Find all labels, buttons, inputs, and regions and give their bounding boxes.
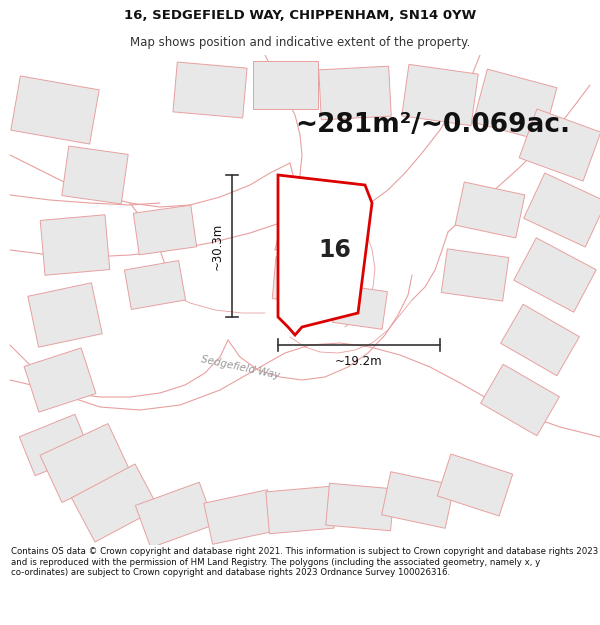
Text: Sedgefield Way: Sedgefield Way: [200, 354, 280, 380]
Polygon shape: [500, 304, 580, 376]
Polygon shape: [124, 261, 185, 309]
Polygon shape: [481, 364, 559, 436]
Polygon shape: [473, 69, 557, 141]
Text: ~19.2m: ~19.2m: [335, 355, 383, 368]
Polygon shape: [71, 464, 158, 542]
Polygon shape: [253, 61, 317, 109]
Polygon shape: [19, 414, 91, 476]
Polygon shape: [204, 490, 276, 544]
Polygon shape: [332, 285, 388, 329]
Polygon shape: [524, 173, 600, 247]
Polygon shape: [382, 472, 454, 528]
Polygon shape: [514, 238, 596, 312]
Polygon shape: [62, 146, 128, 204]
Polygon shape: [441, 249, 509, 301]
Polygon shape: [136, 482, 215, 548]
Polygon shape: [402, 64, 478, 126]
Polygon shape: [40, 424, 130, 503]
Polygon shape: [133, 205, 197, 255]
Polygon shape: [319, 66, 391, 120]
Text: Map shows position and indicative extent of the property.: Map shows position and indicative extent…: [130, 36, 470, 49]
Polygon shape: [326, 483, 394, 531]
Polygon shape: [40, 215, 110, 275]
Polygon shape: [24, 348, 96, 412]
Polygon shape: [272, 257, 328, 303]
Polygon shape: [278, 175, 372, 335]
Polygon shape: [11, 76, 99, 144]
Text: ~30.3m: ~30.3m: [211, 222, 224, 269]
Text: ~281m²/~0.069ac.: ~281m²/~0.069ac.: [295, 112, 570, 138]
Polygon shape: [437, 454, 513, 516]
Text: 16, SEDGEFIELD WAY, CHIPPENHAM, SN14 0YW: 16, SEDGEFIELD WAY, CHIPPENHAM, SN14 0YW: [124, 9, 476, 22]
Polygon shape: [266, 486, 334, 534]
Polygon shape: [519, 109, 600, 181]
Polygon shape: [173, 62, 247, 118]
Text: 16: 16: [319, 238, 352, 262]
Polygon shape: [455, 182, 525, 238]
Polygon shape: [28, 282, 102, 348]
Text: Contains OS data © Crown copyright and database right 2021. This information is : Contains OS data © Crown copyright and d…: [11, 548, 598, 578]
